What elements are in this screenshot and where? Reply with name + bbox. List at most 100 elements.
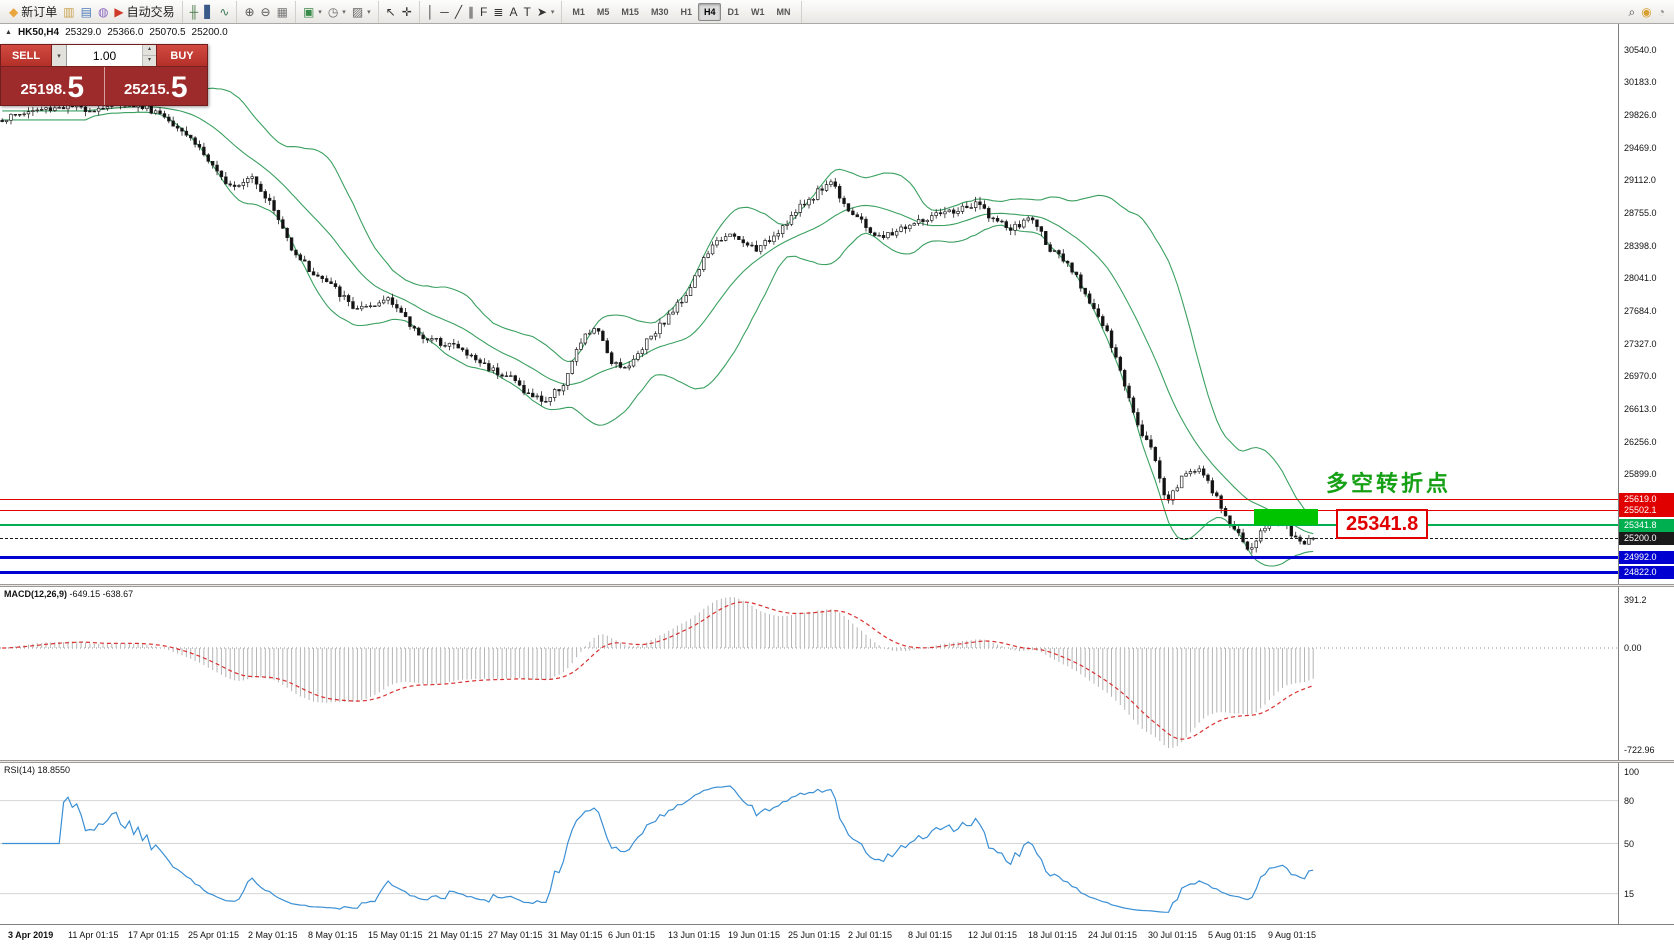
order-type-dropdown[interactable]: ▾	[52, 45, 67, 66]
time-label: 2 Jul 01:15	[848, 930, 893, 940]
price-tick: 29469.0	[1624, 142, 1657, 153]
arrows-button[interactable]: ➤ ▾	[534, 5, 558, 19]
search-button[interactable]: ⌕	[1626, 5, 1639, 19]
cursor-button[interactable]: ↖	[383, 5, 399, 19]
current-price-line[interactable]	[0, 537, 1618, 539]
timeframe-h4[interactable]: H4	[697, 2, 722, 21]
community-icon: ◉	[1641, 4, 1652, 19]
time-axis[interactable]: 3 Apr 2019 11 Apr 01:15 17 Apr 01:15 25 Apr…	[0, 924, 1674, 949]
sell-price-main: 25198.	[20, 81, 67, 98]
volume-field-wrap: ▴ ▾	[67, 45, 157, 66]
pivot-line[interactable]	[0, 524, 1618, 527]
macd-indicator-panel[interactable]: MACD(12,26,9) -649.15 -638.67 391.2 0.00 -…	[0, 587, 1674, 760]
buy-price[interactable]: 25215. 5	[105, 67, 208, 105]
support-line-1[interactable]	[0, 555, 1618, 559]
community-button[interactable]: ◉	[1638, 5, 1654, 19]
rsi-chart-canvas[interactable]	[0, 763, 1618, 924]
time-label: 9 Aug 01:15	[1268, 930, 1317, 940]
support-line-2[interactable]	[0, 571, 1618, 575]
timeframe-w1[interactable]: W1	[751, 6, 765, 17]
trendline-button[interactable]: ╱	[452, 5, 465, 19]
time-label: 15 May 01:15	[368, 930, 423, 940]
chart-type-group: ╫ ▋ ∿	[183, 0, 238, 23]
text-button[interactable]: A	[506, 5, 520, 19]
price-axis[interactable]: 30540.0 30183.0 29826.0 29469.0 29112.0 28755…	[1618, 24, 1674, 584]
time-label: 2 May 01:15	[248, 930, 298, 940]
rsi-indicator-panel[interactable]: RSI(14) 18.8550 100 80 50 15	[0, 763, 1674, 924]
pitchfork-button[interactable]: ≣	[490, 5, 506, 19]
data-window-button[interactable]: ▤	[78, 5, 95, 19]
time-label: 11 Apr 01:15	[68, 930, 119, 940]
volume-input[interactable]	[67, 45, 142, 66]
text-label-button[interactable]: T	[520, 5, 533, 19]
candlestick-chart-button[interactable]: ▋	[201, 5, 216, 19]
navigator-button[interactable]: ◍	[95, 5, 111, 19]
timeframe-m15[interactable]: M15	[621, 6, 639, 17]
support-line-1-tag: 24992.0	[1619, 550, 1674, 564]
zoom-out-button[interactable]: ⊖	[258, 5, 274, 19]
resistance-line-1-tag: 25619.0	[1619, 493, 1674, 507]
time-label: 18 Jul 01:15	[1028, 930, 1078, 940]
annotation-text[interactable]: 多空转折点	[1326, 471, 1452, 497]
new-order-button[interactable]: ◆ 新订单	[6, 2, 60, 21]
auto-trading-button-label: 自动交易	[126, 5, 175, 19]
horizontal-line-icon: ─	[440, 4, 449, 19]
zoom-in-button[interactable]: ⊕	[241, 5, 257, 19]
channel-button[interactable]: ∥	[465, 5, 477, 19]
vertical-line-icon: │	[426, 4, 435, 19]
toolbar-groups: ◆ 新订单 ▥ ▤ ◍ ▶ 自动交易 ╫ ▋ ∿ ⊕ ⊖ ▦ ▣ ▾ ◷ ▾ ▨ ▾ ↖ ✛ │ ─ ╱ ∥ F ≣ A T ➤ ▾ M1 M5…	[2, 0, 1672, 23]
main-chart-panel[interactable]: 25341.8 多空转折点 ▲ HK50,H4 25329.0 25366.0 …	[0, 24, 1674, 584]
vertical-line-button[interactable]: │	[424, 5, 438, 19]
auto-trading-icon: ▶	[114, 4, 124, 19]
time-label: 6 Jun 01:15	[608, 930, 656, 940]
templates-button[interactable]: ▨ ▾	[349, 5, 374, 19]
bar-chart-button[interactable]: ╫	[187, 5, 202, 19]
timeframe-h1[interactable]: H1	[680, 6, 692, 17]
sell-price[interactable]: 25198. 5	[1, 67, 105, 105]
macd-chart-canvas[interactable]	[0, 587, 1618, 760]
timeframe-m1[interactable]: M1	[572, 6, 585, 17]
dropdown-arrow-icon: ▾	[550, 8, 555, 16]
timeframe-m5[interactable]: M5	[596, 6, 610, 17]
price-tick: 26613.0	[1624, 403, 1657, 414]
macd-axis[interactable]: 391.2 0.00 -722.96	[1618, 587, 1674, 760]
candles-up	[4, 101, 1315, 550]
rsi-axis-label: 80	[1624, 795, 1635, 806]
sell-button[interactable]: SELL	[1, 45, 52, 66]
timeframe-group: M1 M5 M15 M30 H1 H4 D1 W1 MN	[562, 0, 802, 23]
periods-button[interactable]: ◷ ▾	[325, 5, 349, 19]
indicators-button[interactable]: ▣ ▾	[300, 5, 325, 19]
horizontal-line-button[interactable]: ─	[437, 5, 452, 19]
collapse-arrow-icon[interactable]: ▲	[5, 29, 12, 36]
zoom-group: ⊕ ⊖ ▦	[237, 0, 296, 23]
cursor-icon: ↖	[385, 4, 396, 19]
price-callout-label[interactable]: 25341.8	[1336, 508, 1429, 539]
resistance-line-2[interactable]	[0, 510, 1618, 512]
fibonacci-button[interactable]: F	[477, 5, 490, 19]
tile-windows-button[interactable]: ▦	[274, 5, 291, 19]
resistance-line-1[interactable]	[0, 499, 1618, 501]
timeframe-d1[interactable]: D1	[727, 6, 739, 17]
time-label: 30 Jul 01:15	[1148, 930, 1198, 940]
time-label: 27 May 01:15	[488, 930, 543, 940]
candlestick-chart-canvas[interactable]	[0, 24, 1618, 584]
help-button[interactable]: ◔	[1655, 5, 1668, 19]
panel-divider[interactable]	[0, 760, 1674, 763]
auto-trading-button[interactable]: ▶ 自动交易	[111, 2, 177, 21]
timeframe-mn[interactable]: MN	[776, 6, 791, 17]
buy-button[interactable]: BUY	[157, 45, 207, 66]
timeframe-m30[interactable]: M30	[650, 6, 669, 17]
crosshair-button[interactable]: ✛	[399, 5, 415, 19]
time-label: 13 Jun 01:15	[668, 930, 721, 940]
panel-divider[interactable]	[0, 584, 1674, 587]
rsi-axis[interactable]: 100 80 50 15	[1618, 763, 1674, 924]
highlight-rectangle[interactable]	[1254, 508, 1318, 525]
time-label: 21 May 01:15	[428, 930, 483, 940]
line-chart-button[interactable]: ∿	[216, 5, 232, 19]
rsi-label: RSI(14) 18.8550	[4, 765, 71, 775]
volume-down-button[interactable]: ▾	[143, 56, 156, 66]
close-value: 25200.0	[191, 27, 228, 38]
market-watch-button[interactable]: ▥	[60, 5, 77, 19]
candles-down	[0, 101, 1307, 550]
volume-up-button[interactable]: ▴	[143, 45, 156, 56]
